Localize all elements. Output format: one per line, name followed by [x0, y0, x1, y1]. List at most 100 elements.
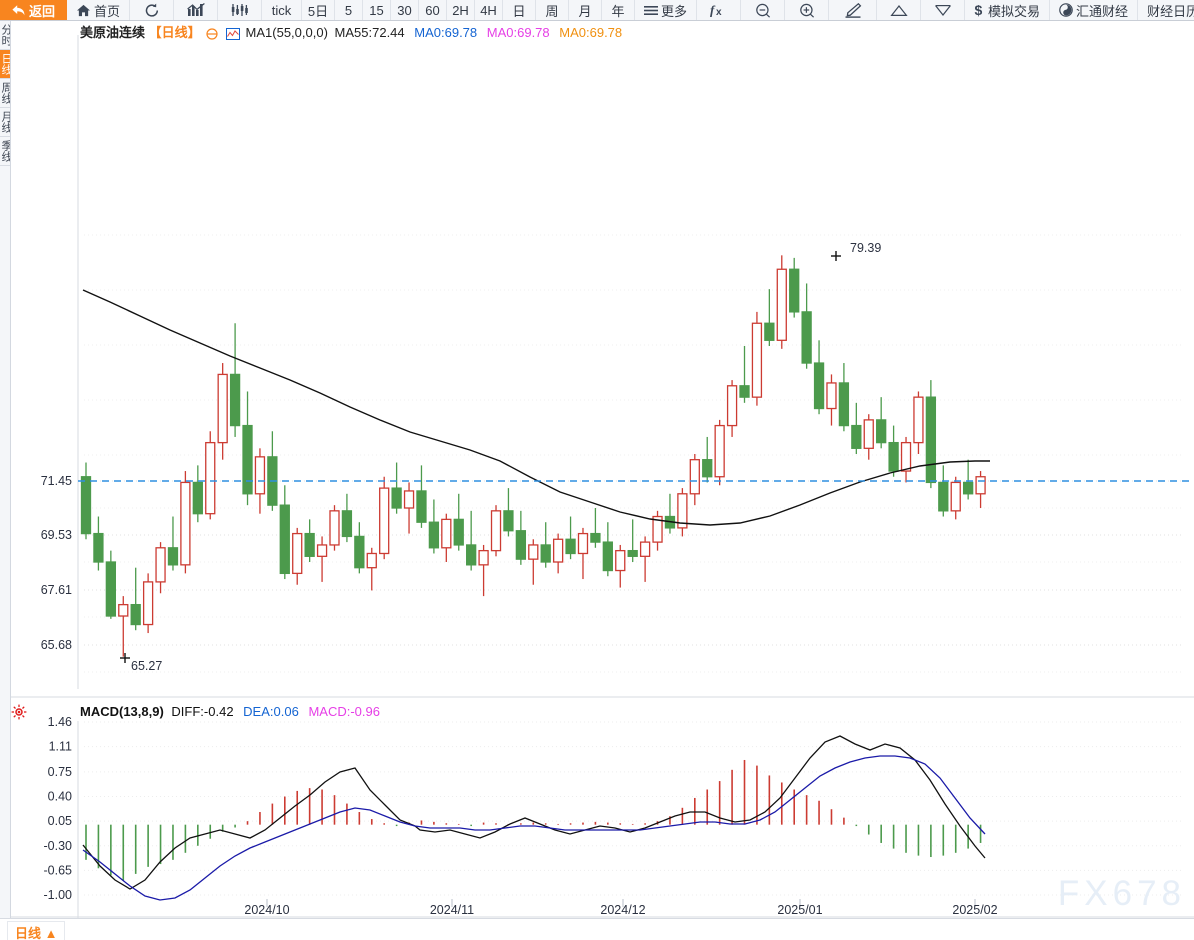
candle-body — [341, 510, 353, 538]
indicator-button[interactable] — [174, 0, 219, 20]
m60-label: 60 — [425, 2, 440, 18]
date-axis-tick: 2024/12 — [600, 903, 645, 917]
m5-button[interactable]: 5 — [335, 0, 364, 20]
vtab-label: 分时 — [0, 24, 11, 46]
vtab-yuexian[interactable]: 月线 — [0, 108, 10, 137]
home-label: 首页 — [94, 3, 121, 19]
candle-body — [192, 481, 203, 515]
h4-button[interactable]: 4H — [475, 0, 504, 20]
vtab-fenshi[interactable]: 分时 — [0, 21, 11, 50]
candle-body — [702, 459, 713, 478]
date-axis-tick: 2025/01 — [777, 903, 822, 917]
refresh-button[interactable] — [130, 0, 175, 20]
candle-body — [900, 441, 912, 472]
ma-formula: MA1(55,0,0,0) — [245, 25, 328, 40]
h2-button[interactable]: 2H — [447, 0, 476, 20]
candle-body — [925, 396, 937, 484]
chart-canvas-area[interactable]: 美原油连续 【日线】 MA1(55,0,0,0) MA55:72.44 MA0:… — [11, 21, 1194, 918]
candle-body — [789, 268, 800, 313]
m15-button[interactable]: 15 — [363, 0, 392, 20]
candlestick-button[interactable] — [218, 0, 263, 20]
candle-body — [354, 535, 365, 569]
candle-body — [329, 510, 340, 546]
demo-trade-label: 模拟交易 — [988, 3, 1041, 19]
zoom-in-button[interactable] — [785, 0, 830, 20]
candle-body — [478, 549, 489, 566]
ma-indicator-icon[interactable] — [225, 27, 240, 40]
candle-body — [776, 268, 787, 341]
candle-body — [838, 382, 850, 427]
vtab-jixian[interactable]: 季线 — [0, 137, 10, 166]
vtab-label: 周线 — [0, 82, 11, 104]
formula-button[interactable]: f x — [697, 0, 742, 20]
month-button[interactable]: 月 — [569, 0, 603, 20]
h4-label: 4H — [480, 2, 497, 18]
candle-body — [503, 510, 514, 532]
5day-label: 5日 — [307, 3, 329, 19]
week-label: 周 — [545, 3, 559, 19]
candle-body — [677, 493, 688, 529]
svg-text:x: x — [716, 7, 722, 17]
vtab-zhouxian[interactable]: 周线 — [0, 79, 11, 108]
m30-button[interactable]: 30 — [391, 0, 420, 20]
peak-button[interactable] — [877, 0, 922, 20]
week-button[interactable]: 周 — [536, 0, 570, 20]
back-button[interactable]: 返回 — [0, 0, 67, 20]
year-button[interactable]: 年 — [602, 0, 636, 20]
more-button[interactable]: 更多 — [635, 0, 698, 20]
m15-label: 15 — [369, 2, 384, 18]
candle-body — [254, 456, 266, 495]
candle-body — [366, 552, 377, 569]
date-axis-tick: 2024/11 — [430, 903, 474, 917]
candle-body — [975, 476, 986, 495]
chart-plot[interactable]: 71.45 69.53 67.61 65.68 79.39 65.27 1.46 1.11 0.… — [11, 21, 1194, 918]
ma0-a-value: MA0:69.78 — [414, 25, 478, 40]
m5-label: 5 — [344, 2, 353, 18]
day-button[interactable]: 日 — [503, 0, 537, 20]
candle-body — [552, 538, 564, 563]
5day-button[interactable]: 5日 — [302, 0, 336, 20]
demo-trade-button[interactable]: $ 模拟交易 — [965, 0, 1051, 20]
candle-body — [229, 373, 241, 427]
macd-legend: MACD(13,8,9) DIFF:-0.42 DEA:0.06 MACD:-0… — [80, 704, 380, 719]
draw-button[interactable] — [829, 0, 878, 20]
candle-body — [118, 603, 129, 617]
candle-body — [938, 481, 949, 512]
svg-text:$: $ — [975, 3, 983, 17]
vtab-rixian[interactable]: 日线 — [0, 50, 10, 79]
hamburger-icon — [644, 5, 659, 16]
huitong-button[interactable]: 汇通财经 — [1050, 0, 1139, 20]
day-label: 日 — [512, 3, 526, 19]
macd-settings-icon[interactable] — [11, 704, 27, 720]
candle-body — [441, 518, 452, 549]
zoom-out-button[interactable] — [741, 0, 786, 20]
top-toolbar: 返回 首页 — [0, 0, 1194, 21]
trough-button[interactable] — [921, 0, 966, 20]
candle-body — [813, 362, 825, 410]
settings-circle-icon[interactable] — [206, 27, 218, 40]
symbol-name[interactable]: 美原油连续 — [80, 25, 146, 40]
huitong-label: 汇通财经 — [1076, 3, 1129, 19]
candle-body — [316, 544, 328, 557]
more-label: 更多 — [661, 3, 688, 19]
candle-body — [515, 530, 527, 560]
macd-diff-value: DIFF:-0.42 — [171, 704, 234, 719]
price-axis-tick: 71.45 — [41, 474, 72, 488]
period-status-badge[interactable]: 日线 ▲ — [7, 921, 66, 940]
home-icon — [76, 4, 91, 17]
macd-title[interactable]: MACD(13,8,9) — [80, 704, 164, 719]
candle-body — [155, 547, 166, 583]
macd-axis-tick: -1.00 — [44, 888, 73, 902]
candle-body — [130, 603, 141, 626]
candle-body — [726, 385, 738, 427]
macd-axis-tick: -0.30 — [44, 839, 73, 853]
dollar-icon: $ — [974, 2, 985, 18]
tick-button[interactable]: tick — [262, 0, 303, 20]
macd-axis-tick: -0.65 — [44, 863, 73, 877]
home-button[interactable]: 首页 — [67, 0, 131, 20]
candle-body — [217, 373, 228, 444]
m60-button[interactable]: 60 — [419, 0, 448, 20]
period-label[interactable]: 【日线】 — [148, 25, 201, 40]
calendar-button[interactable]: 财经日历 — [1138, 0, 1194, 20]
